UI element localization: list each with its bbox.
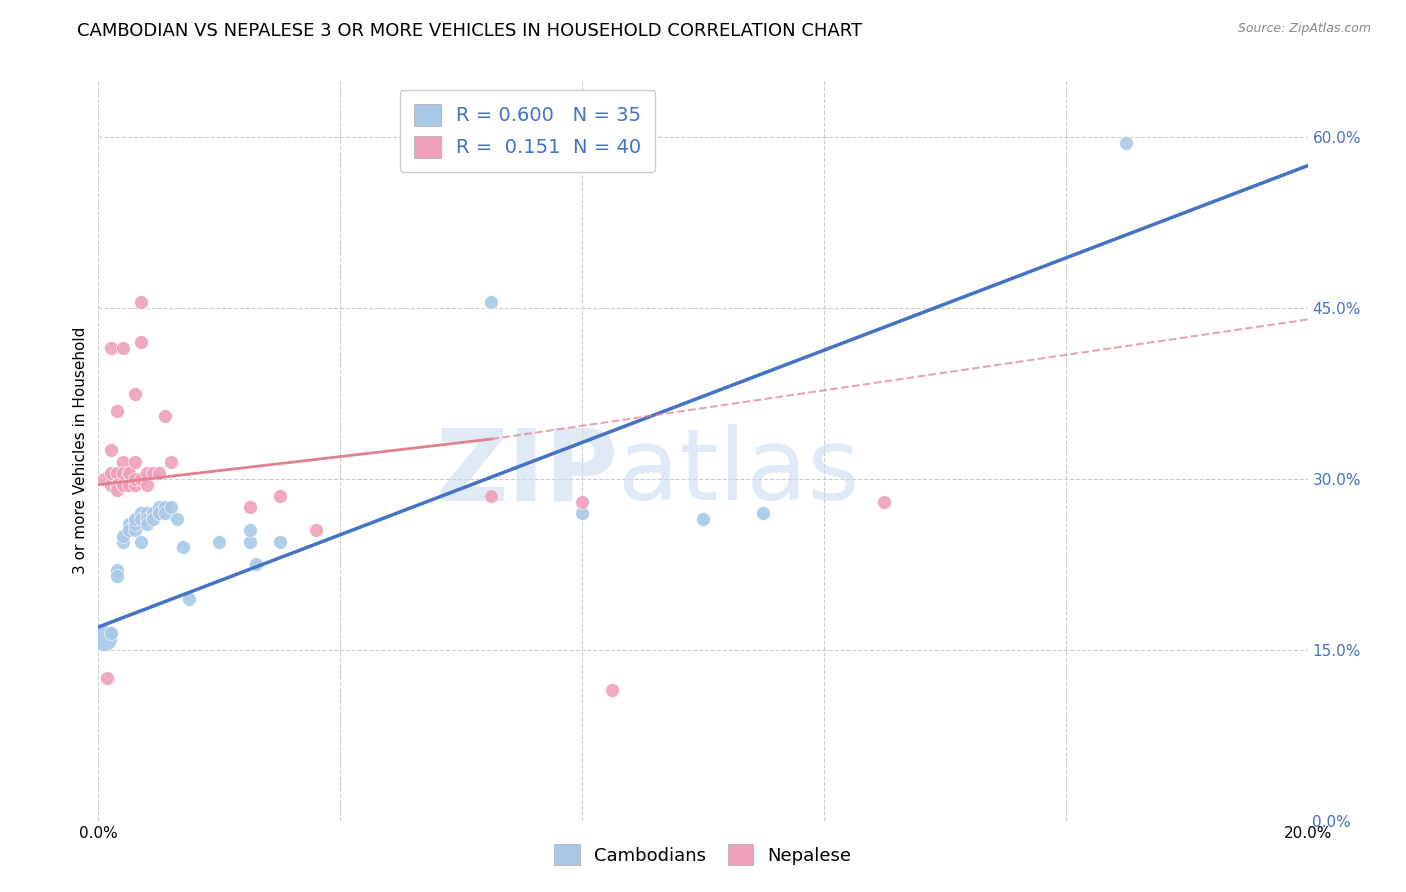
Point [135,512,157,526]
Point [873,494,896,508]
Point [239,500,262,515]
Point [118,477,141,491]
Point [118,467,141,481]
Point [105,568,128,582]
Point [752,506,775,520]
Point [100,467,122,481]
Point [100,443,122,458]
Point [1115,136,1137,150]
Point [93,632,115,646]
Point [111,529,134,543]
Point [305,523,328,537]
Point [111,534,134,549]
Text: Source: ZipAtlas.com: Source: ZipAtlas.com [1237,22,1371,36]
Point [129,472,152,486]
Point [105,467,128,481]
Text: ZIP: ZIP [436,425,619,521]
Point [118,467,141,481]
Point [172,541,194,555]
Point [111,341,134,355]
Point [129,534,152,549]
Point [135,467,157,481]
Point [118,523,141,537]
Point [148,506,170,520]
Y-axis label: 3 or more Vehicles in Household: 3 or more Vehicles in Household [73,326,89,574]
Point [269,489,291,503]
Point [111,477,134,491]
Point [208,534,231,549]
Point [124,472,146,486]
Point [692,512,714,526]
Legend: Cambodians, Nepalese: Cambodians, Nepalese [546,835,860,874]
Point [111,477,134,491]
Point [129,512,152,526]
Point [105,477,128,491]
Point [124,477,146,491]
Point [142,506,165,520]
Point [166,512,188,526]
Point [124,512,146,526]
Point [124,386,146,401]
Legend: R = 0.600   N = 35, R =  0.151  N = 40: R = 0.600 N = 35, R = 0.151 N = 40 [401,90,655,172]
Point [96,671,118,685]
Point [153,506,176,520]
Point [105,477,128,491]
Point [100,477,122,491]
Point [105,563,128,577]
Point [135,477,157,491]
Point [153,500,176,515]
Text: atlas: atlas [619,425,860,521]
Point [245,558,267,572]
Point [111,467,134,481]
Point [239,523,262,537]
Point [160,500,183,515]
Point [118,517,141,532]
Point [111,455,134,469]
Point [148,467,170,481]
Text: CAMBODIAN VS NEPALESE 3 OR MORE VEHICLES IN HOUSEHOLD CORRELATION CHART: CAMBODIAN VS NEPALESE 3 OR MORE VEHICLES… [77,22,862,40]
Point [571,506,593,520]
Point [129,335,152,350]
Point [124,523,146,537]
Point [135,517,157,532]
Point [129,506,152,520]
Point [153,409,176,424]
Point [179,591,201,606]
Point [124,455,146,469]
Point [571,494,593,508]
Point [105,403,128,417]
Point [481,295,503,310]
Point [142,467,165,481]
Point [100,625,122,640]
Point [93,472,115,486]
Point [160,455,183,469]
Point [269,534,291,549]
Point [100,341,122,355]
Point [105,483,128,498]
Point [124,517,146,532]
Point [481,489,503,503]
Point [148,500,170,515]
Point [118,467,141,481]
Point [602,682,624,697]
Point [135,506,157,520]
Point [129,295,152,310]
Point [142,512,165,526]
Point [239,534,262,549]
